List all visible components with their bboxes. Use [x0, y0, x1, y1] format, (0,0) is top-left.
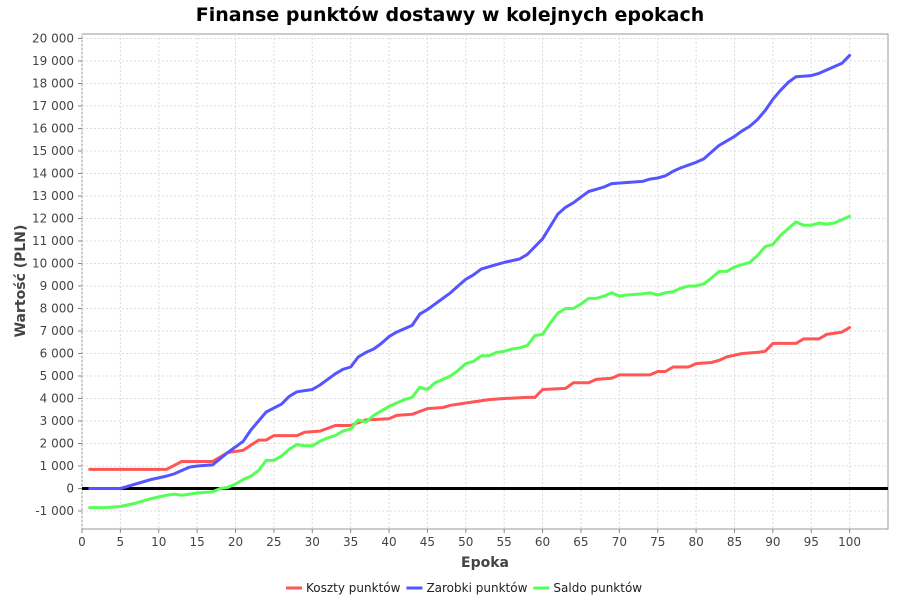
- x-tick-label: 50: [458, 535, 473, 549]
- y-tick-label: 1 000: [40, 459, 74, 473]
- x-tick-label: 30: [305, 535, 320, 549]
- series-group: [88, 53, 852, 510]
- y-tick-label: 14 000: [32, 167, 74, 181]
- y-tick-label: 0: [66, 482, 74, 496]
- y-tick-label: 20 000: [32, 32, 74, 46]
- y-tick-label: 4 000: [40, 392, 74, 406]
- x-tick-label: 95: [804, 535, 819, 549]
- y-tick-label: 12 000: [32, 212, 74, 226]
- series-line-1: [88, 326, 852, 471]
- y-tick-label: 18 000: [32, 77, 74, 91]
- series-line-2: [88, 53, 852, 490]
- y-tick-label: 19 000: [32, 54, 74, 68]
- y-tick-label: 9 000: [40, 279, 74, 293]
- y-tick-label: 6 000: [40, 347, 74, 361]
- x-tick-label: 0: [78, 535, 86, 549]
- x-tick-label: 10: [151, 535, 166, 549]
- y-tick-label: 8 000: [40, 302, 74, 316]
- x-tick-label: 45: [420, 535, 435, 549]
- y-axis: -1 000 0 1 000 2 000 3 000 4 000 5 000 6 000 7 0…: [32, 32, 82, 518]
- plot-area: [81, 33, 889, 530]
- legend-label: Zarobki punktów: [426, 581, 527, 595]
- y-tick-label: 10 000: [32, 257, 74, 271]
- x-tick-label: 85: [727, 535, 742, 549]
- x-tick-label: 35: [343, 535, 358, 549]
- y-tick-label: 15 000: [32, 144, 74, 158]
- x-tick-label: 25: [266, 535, 281, 549]
- x-tick-label: 20: [228, 535, 243, 549]
- y-tick-label: 16 000: [32, 122, 74, 136]
- x-axis-label: Epoka: [461, 555, 509, 571]
- x-tick-label: 65: [573, 535, 588, 549]
- y-tick-label: 3 000: [40, 414, 74, 428]
- y-tick-label: 7 000: [40, 324, 74, 338]
- y-tick-label: 13 000: [32, 189, 74, 203]
- x-tick-label: 75: [650, 535, 665, 549]
- x-tick-label: 80: [688, 535, 703, 549]
- x-tick-label: 5: [117, 535, 125, 549]
- y-tick-label: 11 000: [32, 234, 74, 248]
- x-tick-label: 70: [612, 535, 627, 549]
- x-tick-label: 100: [838, 535, 861, 549]
- grid: [81, 34, 888, 529]
- x-tick-label: 15: [190, 535, 205, 549]
- y-axis-label: Wartość (PLN): [13, 225, 29, 338]
- x-axis: 0 5 10 15 20 25 30 35 40 45 50 55 60 65 70 75 80 85 90 95 10…: [78, 529, 861, 549]
- y-tick-label: 2 000: [40, 437, 74, 451]
- y-tick-label: -1 000: [35, 504, 74, 518]
- series-line-3: [88, 214, 852, 510]
- x-tick-label: 55: [497, 535, 512, 549]
- x-tick-label: 60: [535, 535, 550, 549]
- y-tick-label: 5 000: [40, 369, 74, 383]
- y-tick-label: 17 000: [32, 99, 74, 113]
- legend-label: Koszty punktów: [306, 581, 401, 595]
- x-tick-label: 90: [765, 535, 780, 549]
- legend: Koszty punktów Zarobki punktów Saldo punkt…: [286, 581, 642, 595]
- chart-title: Finanse punktów dostawy w kolejnych epok…: [196, 4, 705, 26]
- x-tick-label: 40: [381, 535, 396, 549]
- legend-label: Saldo punktów: [553, 581, 642, 595]
